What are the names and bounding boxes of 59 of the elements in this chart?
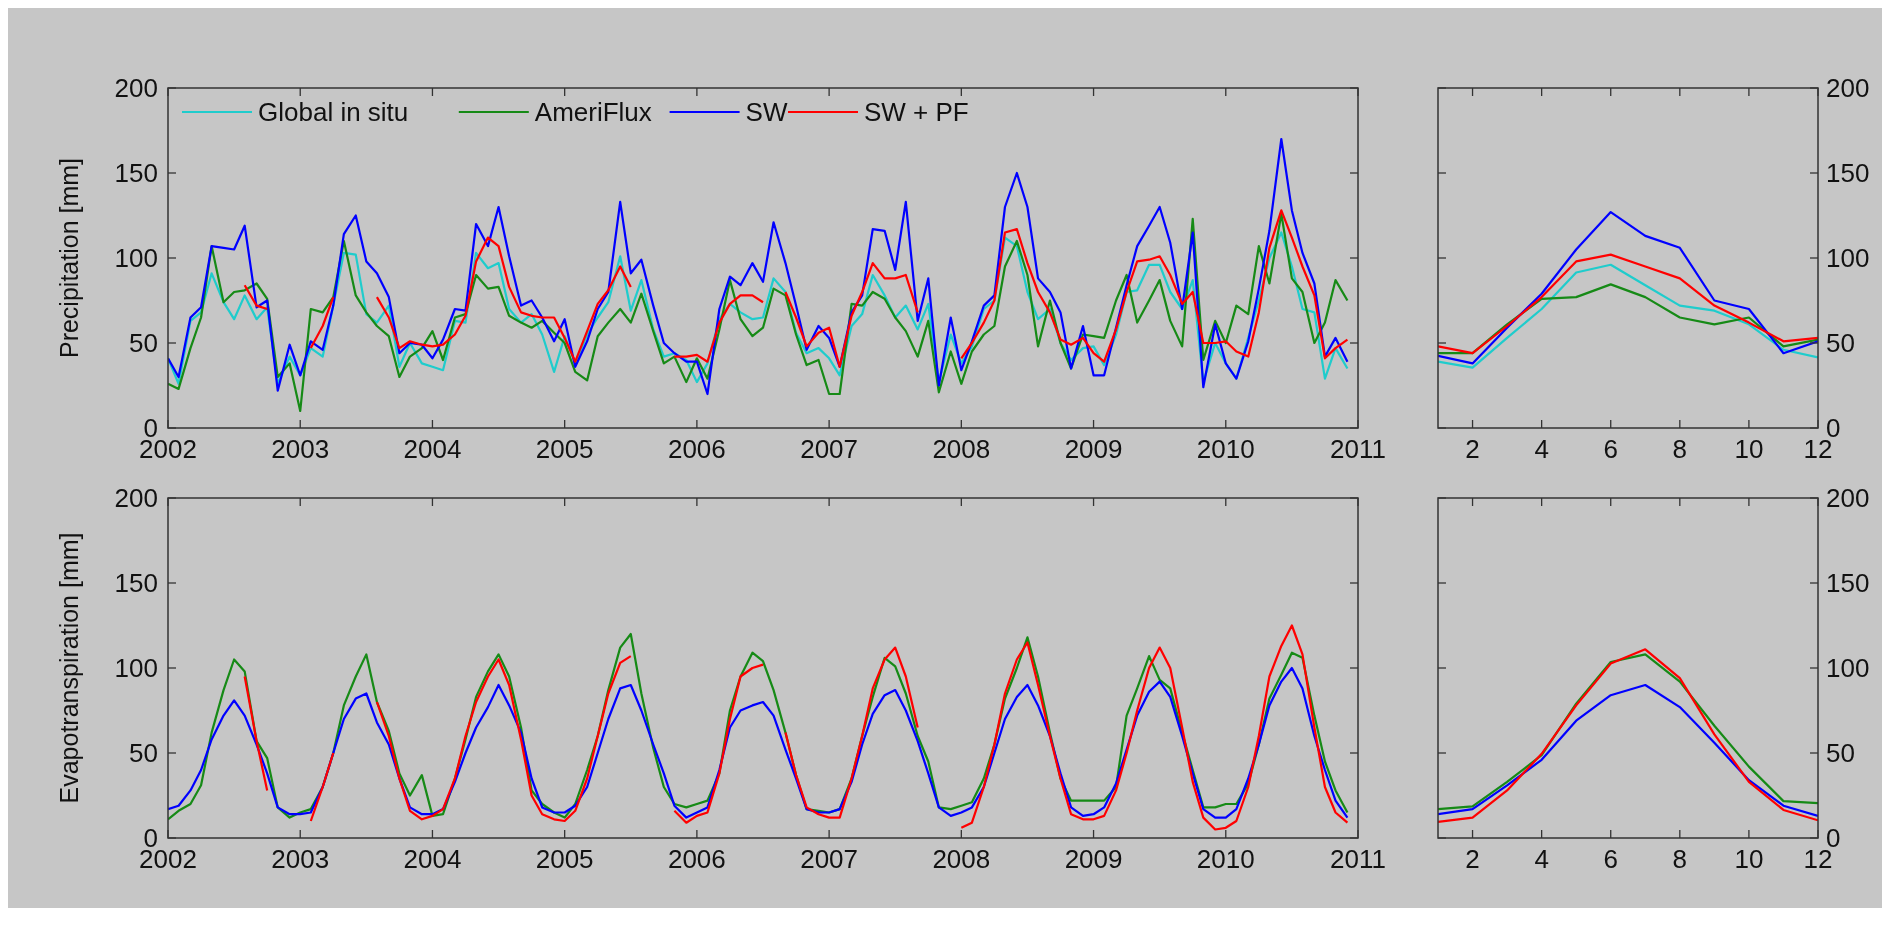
y-tick-label: 150 bbox=[1826, 158, 1870, 188]
x-tick-label: 8 bbox=[1672, 844, 1688, 874]
line-series bbox=[1438, 211, 1818, 365]
y-tick-label: 150 bbox=[1826, 568, 1870, 598]
y-tick-label: 200 bbox=[114, 483, 158, 513]
line-series bbox=[1438, 263, 1818, 369]
x-tick-label: 2007 bbox=[800, 844, 859, 874]
line-series bbox=[1438, 283, 1818, 355]
x-tick-label: 2004 bbox=[403, 434, 462, 464]
y-tick-label: 200 bbox=[1826, 483, 1870, 513]
line-series bbox=[168, 231, 1349, 385]
y-tick-label: 200 bbox=[114, 73, 158, 103]
x-tick-label: 2004 bbox=[403, 844, 462, 874]
x-tick-label: 2009 bbox=[1064, 844, 1123, 874]
y-tick-label: 50 bbox=[1826, 738, 1855, 768]
line-series bbox=[168, 212, 1349, 413]
y-tick-label: 200 bbox=[1826, 73, 1870, 103]
line-series bbox=[1438, 683, 1818, 817]
x-tick-label: 2006 bbox=[667, 844, 726, 874]
y-tick-label: 150 bbox=[114, 568, 158, 598]
y-axis-title: Evapotranspiration [mm] bbox=[55, 532, 83, 804]
x-tick-label: 2005 bbox=[535, 844, 594, 874]
legend-label: SW + PF bbox=[864, 97, 969, 127]
x-tick-label: 2003 bbox=[271, 434, 330, 464]
x-tick-label: 2010 bbox=[1196, 434, 1255, 464]
x-tick-label: 6 bbox=[1603, 434, 1618, 464]
y-tick-label: 100 bbox=[1826, 243, 1870, 273]
x-tick-label: 2007 bbox=[800, 434, 859, 464]
x-tick-label: 2006 bbox=[667, 434, 726, 464]
y-tick-label: 50 bbox=[129, 738, 158, 768]
x-tick-label: 2008 bbox=[932, 844, 991, 874]
x-tick-label: 6 bbox=[1603, 844, 1618, 874]
x-tick-label: 2003 bbox=[271, 844, 330, 874]
y-tick-label: 100 bbox=[1826, 653, 1870, 683]
y-tick-label: 150 bbox=[114, 158, 158, 188]
y-axis-title: Precipitation [mm] bbox=[55, 157, 83, 359]
legend-label: Global in situ bbox=[258, 97, 409, 127]
x-tick-label: 2011 bbox=[1330, 844, 1386, 874]
x-tick-label: 8 bbox=[1672, 434, 1688, 464]
line-series bbox=[168, 137, 1349, 396]
x-tick-label: 2009 bbox=[1064, 434, 1123, 464]
x-tick-label: 10 bbox=[1734, 844, 1764, 874]
x-tick-label: 2008 bbox=[932, 434, 991, 464]
legend-label: AmeriFlux bbox=[534, 97, 652, 127]
x-tick-label: 2005 bbox=[535, 434, 594, 464]
y-tick-label: 100 bbox=[114, 243, 158, 273]
x-tick-label: 2 bbox=[1465, 844, 1480, 874]
y-tick-label: 50 bbox=[129, 328, 158, 358]
line-series bbox=[1438, 253, 1818, 355]
x-tick-label: 2011 bbox=[1330, 434, 1386, 464]
line-series bbox=[168, 666, 1349, 819]
x-tick-label: 2010 bbox=[1196, 844, 1255, 874]
legend-label: SW bbox=[745, 97, 788, 127]
x-tick-label: 10 bbox=[1734, 434, 1764, 464]
y-tick-label: 50 bbox=[1826, 328, 1855, 358]
x-tick-label: 4 bbox=[1534, 844, 1549, 874]
y-tick-label: 100 bbox=[114, 653, 158, 683]
x-tick-label: 4 bbox=[1534, 434, 1549, 464]
x-tick-label: 2 bbox=[1465, 434, 1480, 464]
